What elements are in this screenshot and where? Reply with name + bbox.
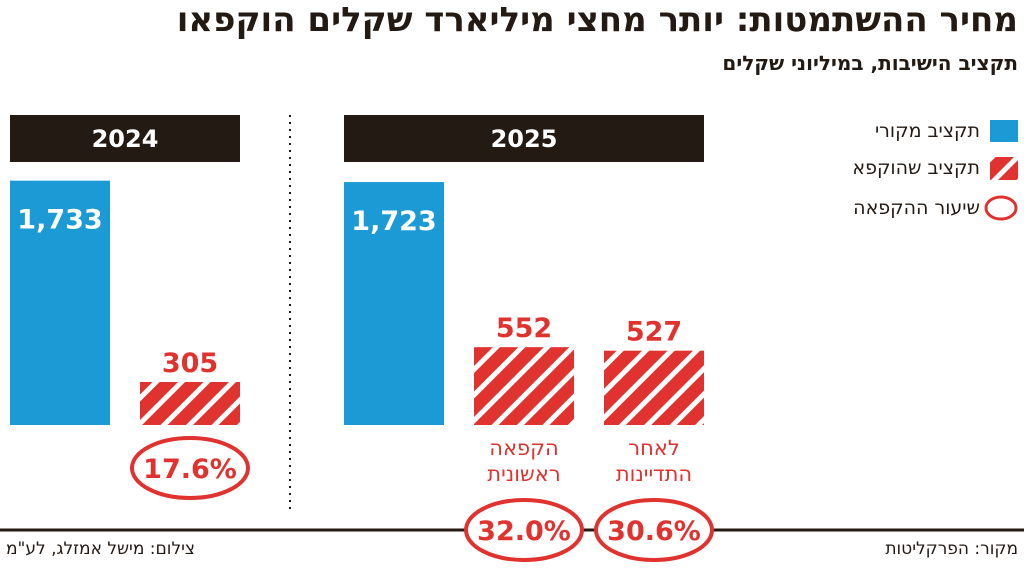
data-label: 305: [162, 348, 218, 379]
legend-swatch-frozen: [990, 157, 1018, 180]
rate-label: 32.0%: [477, 516, 571, 547]
data-label: 552: [496, 313, 552, 344]
bar-original: [10, 180, 110, 425]
legend-label-rate: שיעור ההקפאה: [853, 197, 980, 219]
data-label: 1,733: [17, 205, 102, 236]
year-label: 2025: [491, 125, 558, 153]
chart-subtitle: תקציב הישיבות, במיליוני שקלים: [722, 51, 1018, 75]
legend: [984, 120, 1018, 221]
bar-caption: הקפאה: [489, 436, 559, 460]
bar-caption: ראשונית: [487, 462, 560, 486]
rate-label: 17.6%: [143, 454, 237, 485]
legend-swatch-original: [990, 120, 1018, 142]
chart-title: מחיר ההשתמטות: יותר מחצי מיליארד שקלים ה…: [176, 0, 1018, 40]
data-label: 1,723: [351, 206, 436, 237]
bar-frozen: [604, 350, 704, 425]
legend-label-frozen: תקציב שהוקפא: [852, 157, 980, 179]
legend-label-original: תקציב מקורי: [874, 120, 980, 142]
data-label: 527: [626, 317, 682, 348]
source-note: מקור: הפרקליטות: [885, 539, 1018, 559]
photo-credit: צילום: מישל אמזלג, לע"מ: [6, 539, 195, 559]
legend-swatch-rate: [984, 195, 1018, 221]
bar-original: [344, 182, 444, 425]
rate-circle: [464, 498, 584, 562]
rate-label: 30.6%: [607, 516, 701, 547]
bar-caption: התדיינות: [616, 462, 692, 486]
year-label: 2024: [92, 125, 159, 153]
bar-caption: לאחר: [628, 436, 680, 460]
rate-circle: [130, 436, 250, 500]
year-header: [344, 115, 704, 162]
bar-frozen: [474, 347, 574, 425]
year-header: [10, 115, 240, 162]
bar-frozen: [140, 381, 240, 425]
rate-circle: [594, 498, 714, 562]
